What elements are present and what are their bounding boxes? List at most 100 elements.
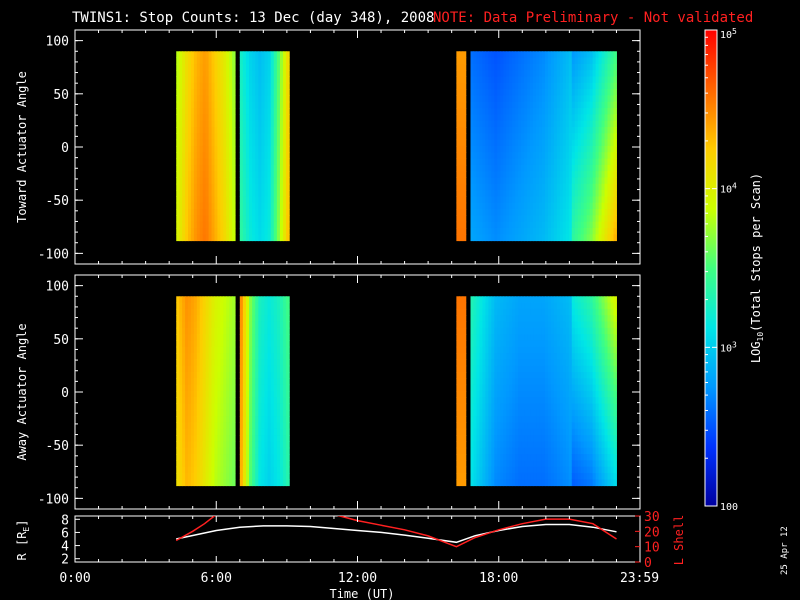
heatmap-cell (473, 209, 477, 216)
heatmap-cell (541, 215, 546, 223)
heatmap-cell (211, 460, 215, 468)
heatmap-cell (491, 416, 495, 423)
heatmap-cell (580, 57, 585, 65)
heatmap-cell (506, 403, 510, 411)
heatmap-cell (577, 82, 582, 90)
heatmap-cell (283, 89, 287, 96)
heatmap-cell (176, 472, 180, 480)
heatmap-cell (524, 215, 528, 223)
heatmap-cell (179, 390, 183, 398)
heatmap-cell (276, 202, 281, 210)
heatmap-cell (245, 190, 250, 197)
heatmap-cell (199, 479, 204, 487)
heatmap-cell (264, 409, 269, 417)
heatmap-cell (533, 183, 537, 191)
heatmap-cell (473, 472, 477, 480)
heatmap-cell (515, 340, 519, 348)
heatmap-cell (242, 227, 247, 235)
heatmap-cell (245, 196, 250, 204)
heatmap-cell (188, 454, 192, 461)
heatmap-cell (536, 409, 540, 417)
heatmap-cell (267, 365, 272, 373)
heatmap-cell (196, 428, 201, 436)
heatmap-cell (577, 190, 582, 197)
heatmap-cell (527, 447, 531, 455)
heatmap-cell (556, 397, 561, 405)
heatmap-cell (182, 435, 186, 442)
heatmap-cell (459, 390, 464, 398)
heatmap-cell (544, 466, 549, 474)
heatmap-cell (530, 378, 534, 386)
heatmap-cell (220, 397, 224, 405)
heatmap-cell (264, 164, 269, 172)
heatmap-cell (245, 82, 250, 90)
heatmap-cell (193, 472, 198, 480)
heatmap-cell (202, 334, 207, 341)
heatmap-cell (482, 460, 486, 468)
heatmap-cell (258, 51, 262, 59)
heatmap-cell (524, 302, 528, 310)
heatmap-cell (610, 221, 614, 229)
heatmap-cell (527, 190, 531, 197)
heatmap-cell (536, 378, 540, 386)
heatmap-cell (521, 353, 525, 360)
heatmap-cell (220, 152, 224, 160)
heatmap-cell (176, 454, 180, 461)
heatmap-cell (509, 321, 513, 329)
heatmap-cell (607, 89, 611, 96)
heatmap-cell (512, 127, 516, 134)
heatmap-cell (211, 327, 215, 335)
heatmap-cell (196, 296, 201, 304)
heatmap-cell (283, 133, 287, 141)
heatmap-cell (482, 209, 486, 216)
heatmap-cell (267, 296, 272, 304)
heatmap-cell (470, 164, 474, 172)
heatmap-cell (473, 302, 477, 310)
heatmap-cell (242, 202, 247, 210)
heatmap-cell (610, 196, 614, 204)
heatmap-cell (264, 296, 269, 304)
heatmap-cell (276, 190, 281, 197)
heatmap-cell (264, 359, 269, 367)
heatmap-cell (229, 196, 233, 204)
heatmap-cell (258, 378, 262, 386)
heatmap-cell (476, 133, 480, 141)
heatmap-cell (188, 384, 192, 392)
heatmap-cell (245, 127, 250, 134)
heatmap-cell (179, 127, 183, 134)
heatmap-cell (550, 101, 555, 109)
heatmap-cell (267, 82, 272, 90)
heatmap-cell (270, 196, 275, 204)
heatmap-cell (239, 152, 244, 160)
heatmap-cell (258, 428, 262, 436)
heatmap-cell (258, 308, 262, 316)
heatmap-cell (556, 479, 561, 487)
heatmap-cell (503, 359, 507, 367)
heatmap-cell (491, 340, 495, 348)
heatmap-cell (503, 340, 507, 348)
heatmap-cell (255, 95, 259, 103)
heatmap-cell (571, 95, 576, 103)
heatmap-cell (255, 466, 259, 474)
heatmap-cell (286, 177, 290, 185)
heatmap-cell (196, 409, 201, 417)
heatmap-cell (539, 82, 543, 90)
heatmap-cell (217, 209, 221, 216)
heatmap-cell (261, 114, 266, 122)
heatmap-cell (518, 466, 522, 474)
heatmap-cell (586, 133, 591, 141)
heatmap-cell (539, 152, 543, 160)
heatmap-cell (239, 472, 244, 480)
heatmap-cell (242, 353, 247, 360)
heatmap-cell (547, 409, 552, 417)
heatmap-cell (283, 428, 287, 436)
heatmap-cell (524, 460, 528, 468)
heatmap-cell (556, 447, 561, 455)
heatmap-cell (479, 152, 483, 160)
heatmap-cell (553, 334, 558, 341)
heatmap-cell (539, 190, 543, 197)
heatmap-cell (232, 296, 236, 304)
heatmap-cell (193, 70, 198, 78)
heatmap-cell (521, 365, 525, 373)
heatmap-cell (506, 479, 510, 487)
